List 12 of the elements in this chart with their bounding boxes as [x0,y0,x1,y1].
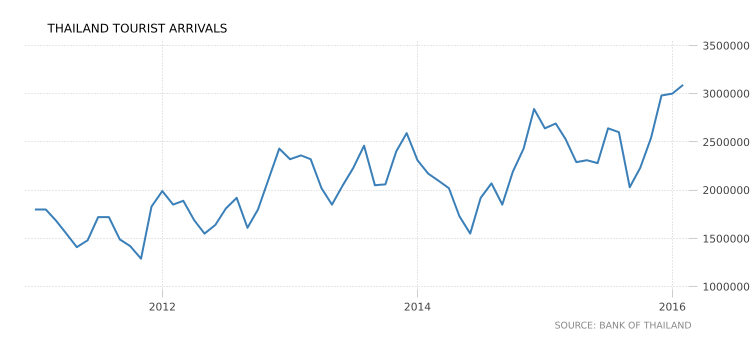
y-tick-label: 1000000 [702,280,750,294]
y-tick-label: 3500000 [702,39,750,52]
x-tick-label: 2012 [148,300,176,314]
x-tick-label: 2014 [404,300,432,314]
source-note: SOURCE: BANK OF THAILAND [554,320,692,332]
x-tick-label: 2016 [658,300,686,314]
line-series [34,84,684,260]
y-tick-label: 3000000 [702,88,750,101]
y-tick-label: 1500000 [702,232,750,246]
y-tick-label: 2000000 [702,184,750,198]
chart-title: THAILAND TOURIST ARRIVALS [46,22,228,36]
y-tick-label: 2500000 [702,136,750,149]
